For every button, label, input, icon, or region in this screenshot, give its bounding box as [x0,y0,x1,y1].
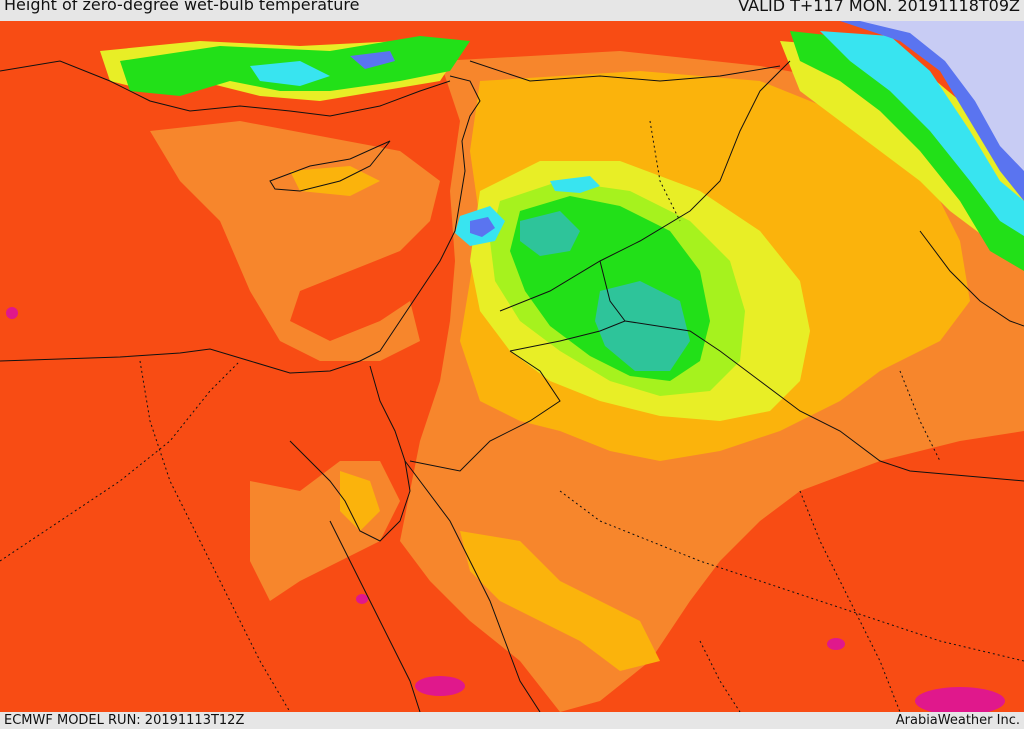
teal-region [595,281,690,371]
borders [409,60,1024,482]
header-bar: Height of zero-degree wet-bulb temperatu… [0,0,1024,21]
teal-region-west [520,211,580,256]
magenta-spot-se [915,687,1005,712]
credit-label: ArabiaWeather Inc. [895,713,1020,728]
cyan-band-northeast [820,31,1024,236]
magenta-spot-e [827,638,845,650]
weather-map[interactable] [0,21,1024,712]
map-title: Height of zero-degree wet-bulb temperatu… [4,0,360,14]
magenta-spot-red-sea [356,594,368,604]
magenta-spot-sw [415,676,465,696]
cyan-band-north [250,61,330,86]
valid-time: VALID T+117 MON. 20191118T09Z [738,0,1020,15]
blue-band-north [350,51,395,69]
coastlines [0,60,1024,712]
admin-boundaries [0,120,1024,712]
amber-patch-sinai [340,471,380,531]
cyan-cell-syria [550,176,600,193]
blue-cell-levant [470,217,495,237]
map-canvas [0,21,1024,712]
amber-patch-arabia [460,531,660,671]
model-run-label: ECMWF MODEL RUN: 20191113T12Z [4,713,245,728]
footer-bar: ECMWF MODEL RUN: 20191113T12Z ArabiaWeat… [0,712,1024,729]
magenta-spot-w [6,307,18,319]
lavender-region [860,21,1024,171]
amber-patch-cyprus [290,166,380,196]
